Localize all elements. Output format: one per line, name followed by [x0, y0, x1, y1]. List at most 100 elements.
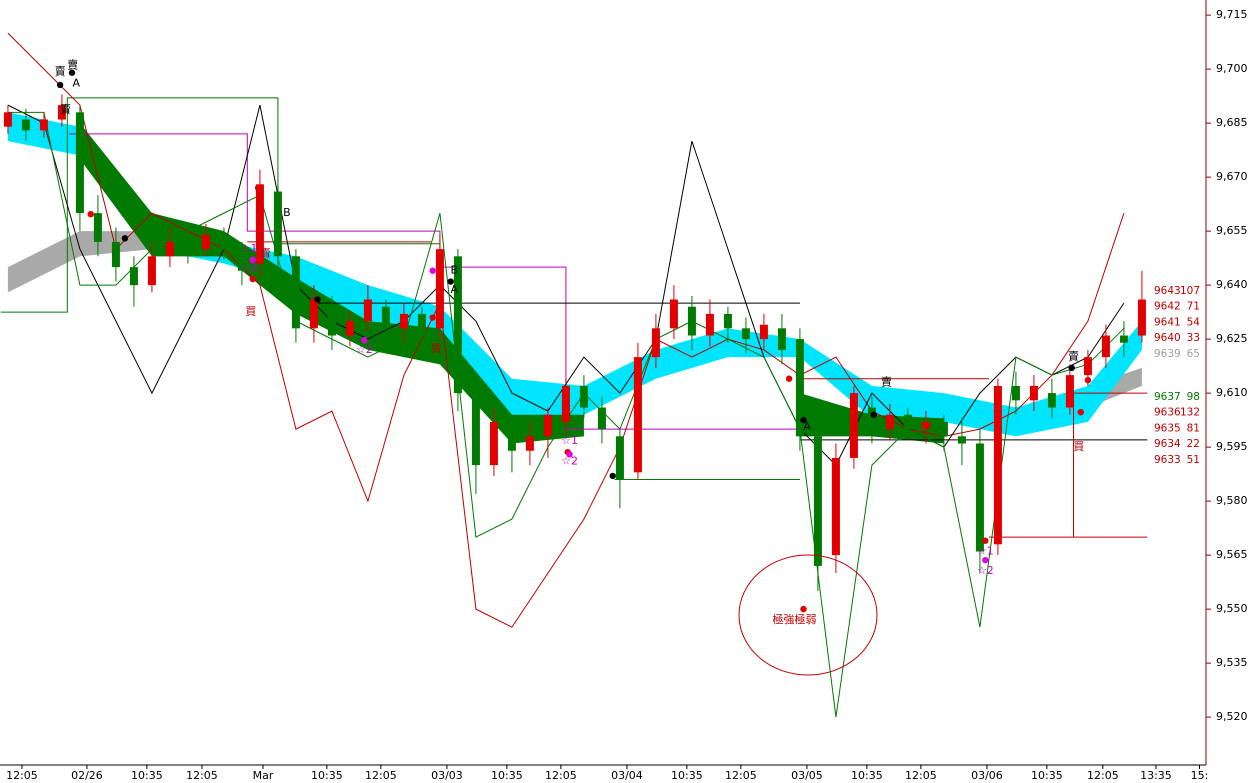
- x-tick-label: 03/06: [971, 769, 1003, 782]
- candle-body: [903, 414, 912, 430]
- candle-body: [21, 119, 30, 131]
- y-tick-label: 9,640: [1216, 278, 1248, 291]
- y-tick-label: 9,715: [1216, 8, 1248, 21]
- candle-body: [219, 234, 228, 250]
- x-tick-label: 12:05: [725, 769, 757, 782]
- annotation: 賣: [1068, 349, 1079, 363]
- candle-body: [471, 393, 480, 466]
- candle-body: [291, 256, 300, 329]
- signal-dot: [429, 267, 436, 274]
- x-tick-label: 10:35: [131, 769, 163, 782]
- signal-dot: [447, 278, 454, 285]
- candle-body: [651, 328, 660, 358]
- signal-dot: [609, 472, 616, 480]
- x-tick-label: 03/05: [791, 769, 823, 782]
- annotation: ☆2: [977, 564, 994, 577]
- annotation: 賣: [67, 58, 78, 72]
- annotation: 買: [1073, 440, 1084, 453]
- annotation: A: [451, 283, 459, 296]
- signal-dot: [249, 256, 256, 264]
- candle-body: [669, 299, 678, 329]
- level-line: [247, 241, 1148, 538]
- candle-body: [1029, 385, 1038, 401]
- book-qty: 81: [1187, 422, 1200, 434]
- candle-body: [975, 443, 984, 552]
- candle-body: [129, 267, 138, 286]
- candle-body: [363, 299, 372, 322]
- candle-body: [849, 393, 858, 458]
- candle-body: [777, 328, 786, 350]
- book-price: 9642: [1154, 301, 1181, 313]
- x-tick-label: 15:: [1191, 769, 1209, 782]
- signal-dot: [1077, 409, 1084, 416]
- y-tick-label: 9,655: [1216, 224, 1248, 237]
- annotation: B: [283, 206, 291, 219]
- annotation: 賣: [881, 374, 892, 388]
- annotation: 賣: [60, 102, 71, 116]
- candle-body: [1047, 393, 1056, 408]
- book-price: 9633: [1154, 454, 1181, 466]
- candle-body: [1137, 299, 1146, 336]
- x-tick-label: 12:05: [365, 769, 397, 782]
- signal-dot: [314, 296, 321, 303]
- book-qty: 33: [1187, 332, 1200, 344]
- annotation: ☆1: [561, 434, 578, 447]
- candle-body: [525, 436, 534, 451]
- candle-body: [543, 414, 552, 437]
- signal-dot: [1068, 364, 1075, 372]
- y-tick-label: 9,535: [1216, 656, 1248, 669]
- annotation: 買: [245, 305, 256, 318]
- x-tick-label: 03/04: [611, 769, 643, 782]
- signal-dot: [361, 337, 368, 344]
- candle-body: [111, 241, 120, 268]
- candle-body: [921, 421, 930, 430]
- candle-body: [381, 306, 390, 329]
- candle-body: [57, 105, 66, 120]
- x-tick-label: 10:35: [1031, 769, 1063, 782]
- annotation: B: [451, 264, 459, 277]
- annotation: ☆2: [561, 455, 578, 468]
- book-price: 9641: [1154, 316, 1181, 328]
- candle-body: [795, 339, 804, 437]
- signal-dot: [1084, 376, 1092, 384]
- signal-dot: [982, 556, 989, 564]
- candle-body: [147, 256, 156, 286]
- annotation: ☆1: [241, 242, 258, 255]
- x-tick-label: 10:35: [851, 769, 883, 782]
- candle-body: [813, 436, 822, 566]
- candle-body: [597, 407, 606, 430]
- book-price: 9636: [1154, 407, 1181, 419]
- candle-body: [75, 112, 84, 214]
- plot-area: 賣賣賣賣買買買賣賣極強極弱BBAAA☆1☆2☆2☆1☆2☆1☆2: [0, 32, 1148, 718]
- signal-dot: [56, 81, 64, 89]
- x-tick-label: 02/26: [71, 769, 103, 782]
- candle-body: [867, 407, 876, 430]
- candle-body: [1011, 385, 1020, 401]
- candle-body: [39, 119, 48, 131]
- y-tick-label: 9,685: [1216, 116, 1248, 129]
- annotation: 賣: [55, 64, 66, 78]
- annotation: ☆2: [241, 261, 258, 274]
- candle-body: [345, 321, 354, 336]
- x-tick-label: 10:35: [491, 769, 523, 782]
- y-tick-label: 9,565: [1216, 548, 1248, 561]
- annotation: 賣: [260, 246, 271, 260]
- candle-body: [1065, 375, 1074, 408]
- candle-body: [93, 213, 102, 242]
- x-tick-label: 10:35: [311, 769, 343, 782]
- x-tick-label: 12:05: [905, 769, 937, 782]
- signal-dot: [800, 605, 807, 613]
- candle-body: [1083, 357, 1092, 376]
- candle-body: [579, 385, 588, 408]
- x-tick-label: 03/03: [431, 769, 463, 782]
- highlight-ellipse: [738, 554, 878, 676]
- candle-body: [1119, 335, 1128, 343]
- candle-body: [885, 414, 894, 430]
- x-tick-label: 12:05: [545, 769, 577, 782]
- candle-body: [255, 184, 264, 264]
- annotation: ☆2: [356, 343, 373, 356]
- candle-body: [615, 436, 624, 480]
- signal-dot: [254, 184, 262, 192]
- candle-body: [435, 249, 444, 329]
- candle-body: [201, 234, 210, 250]
